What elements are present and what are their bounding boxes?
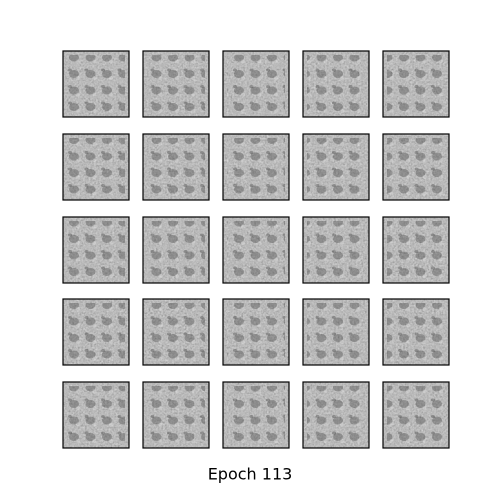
sample-frame: [222, 381, 290, 449]
generated-sample: [222, 216, 290, 284]
sample-frame: [382, 381, 450, 449]
generated-sample: [302, 216, 370, 284]
sample-texture: [227, 386, 285, 444]
sample-frame: [302, 50, 370, 118]
sample-texture: [67, 303, 125, 361]
sample-texture: [147, 221, 205, 279]
sample-texture: [67, 55, 125, 113]
sample-texture: [307, 138, 365, 196]
generated-sample: [382, 133, 450, 201]
generated-sample: [382, 381, 450, 449]
generated-sample: [222, 133, 290, 201]
generated-sample: [62, 133, 130, 201]
sample-frame: [142, 133, 210, 201]
sample-texture: [227, 221, 285, 279]
sample-texture: [147, 138, 205, 196]
generated-sample: [62, 50, 130, 118]
sample-texture: [307, 55, 365, 113]
sample-texture: [307, 386, 365, 444]
sample-texture: [387, 303, 445, 361]
sample-texture: [227, 138, 285, 196]
sample-texture: [67, 138, 125, 196]
sample-frame: [302, 216, 370, 284]
sample-texture: [147, 303, 205, 361]
sample-frame: [62, 216, 130, 284]
generated-sample: [382, 50, 450, 118]
sample-grid: [62, 50, 450, 449]
generated-sample: [62, 216, 130, 284]
generated-sample: [382, 298, 450, 366]
sample-texture: [67, 221, 125, 279]
sample-texture: [307, 221, 365, 279]
sample-frame: [302, 298, 370, 366]
sample-texture: [387, 138, 445, 196]
generated-sample: [302, 133, 370, 201]
sample-texture: [227, 55, 285, 113]
sample-texture: [147, 386, 205, 444]
caption: Epoch 113: [208, 465, 293, 484]
sample-frame: [142, 216, 210, 284]
generated-sample: [302, 50, 370, 118]
generated-sample: [222, 381, 290, 449]
sample-texture: [307, 303, 365, 361]
generated-sample: [302, 298, 370, 366]
sample-frame: [382, 50, 450, 118]
generated-sample: [142, 133, 210, 201]
sample-texture: [387, 221, 445, 279]
sample-frame: [302, 381, 370, 449]
generated-sample: [62, 381, 130, 449]
sample-texture: [387, 55, 445, 113]
generated-sample: [142, 298, 210, 366]
generated-sample: [222, 298, 290, 366]
sample-texture: [147, 55, 205, 113]
sample-frame: [222, 50, 290, 118]
sample-frame: [142, 298, 210, 366]
generated-sample: [142, 381, 210, 449]
generated-sample: [142, 216, 210, 284]
sample-frame: [62, 50, 130, 118]
generated-sample: [222, 50, 290, 118]
sample-frame: [142, 381, 210, 449]
generated-sample: [142, 50, 210, 118]
generated-sample: [62, 298, 130, 366]
sample-frame: [222, 133, 290, 201]
sample-texture: [387, 386, 445, 444]
sample-frame: [222, 216, 290, 284]
sample-frame: [382, 298, 450, 366]
sample-frame: [142, 50, 210, 118]
sample-frame: [302, 133, 370, 201]
sample-texture: [227, 303, 285, 361]
generated-sample: [302, 381, 370, 449]
generated-sample: [382, 216, 450, 284]
sample-frame: [62, 381, 130, 449]
sample-frame: [382, 133, 450, 201]
sample-frame: [62, 133, 130, 201]
sample-frame: [382, 216, 450, 284]
sample-texture: [67, 386, 125, 444]
sample-frame: [222, 298, 290, 366]
sample-frame: [62, 298, 130, 366]
